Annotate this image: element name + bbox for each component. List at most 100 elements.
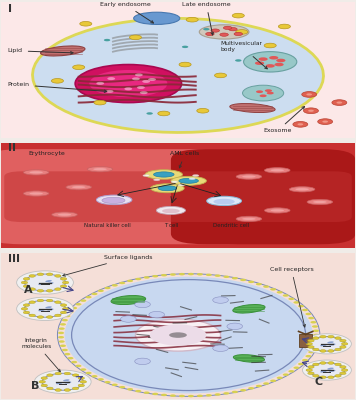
Circle shape bbox=[305, 313, 312, 315]
Circle shape bbox=[23, 278, 30, 280]
Circle shape bbox=[161, 394, 167, 396]
Circle shape bbox=[220, 33, 228, 36]
Ellipse shape bbox=[64, 277, 313, 394]
Circle shape bbox=[68, 311, 73, 313]
Circle shape bbox=[135, 358, 150, 364]
Circle shape bbox=[23, 311, 30, 314]
Circle shape bbox=[274, 63, 284, 66]
Circle shape bbox=[288, 370, 294, 372]
Circle shape bbox=[37, 316, 44, 318]
Circle shape bbox=[341, 342, 348, 345]
Circle shape bbox=[124, 87, 132, 90]
Ellipse shape bbox=[329, 344, 335, 346]
Circle shape bbox=[47, 387, 53, 390]
Ellipse shape bbox=[295, 188, 309, 190]
Ellipse shape bbox=[307, 199, 333, 205]
Text: Lipid: Lipid bbox=[8, 48, 73, 54]
Circle shape bbox=[318, 119, 333, 124]
Ellipse shape bbox=[153, 172, 174, 177]
Circle shape bbox=[232, 391, 238, 393]
Circle shape bbox=[235, 59, 241, 62]
Ellipse shape bbox=[289, 187, 315, 192]
Ellipse shape bbox=[135, 319, 221, 351]
Circle shape bbox=[306, 369, 313, 372]
Circle shape bbox=[197, 273, 203, 276]
Circle shape bbox=[270, 288, 276, 290]
Circle shape bbox=[197, 108, 209, 113]
Circle shape bbox=[277, 291, 283, 294]
Circle shape bbox=[256, 385, 262, 387]
Ellipse shape bbox=[171, 176, 206, 185]
Circle shape bbox=[61, 311, 67, 314]
FancyBboxPatch shape bbox=[171, 149, 355, 244]
Circle shape bbox=[267, 92, 274, 94]
Circle shape bbox=[178, 184, 185, 186]
Circle shape bbox=[171, 181, 178, 183]
Circle shape bbox=[39, 380, 45, 383]
Circle shape bbox=[121, 316, 136, 322]
Circle shape bbox=[46, 316, 53, 318]
Text: Erythrocyte: Erythrocyte bbox=[28, 152, 65, 156]
Circle shape bbox=[320, 336, 326, 338]
Ellipse shape bbox=[38, 283, 45, 285]
Circle shape bbox=[106, 90, 114, 93]
Circle shape bbox=[64, 315, 70, 317]
Circle shape bbox=[135, 301, 150, 308]
Circle shape bbox=[71, 361, 77, 363]
Circle shape bbox=[276, 59, 286, 62]
Circle shape bbox=[308, 317, 314, 319]
Circle shape bbox=[320, 362, 326, 364]
Circle shape bbox=[188, 395, 194, 397]
Circle shape bbox=[232, 13, 244, 18]
Circle shape bbox=[203, 28, 210, 30]
Ellipse shape bbox=[145, 170, 182, 179]
Text: II: II bbox=[8, 143, 16, 153]
Circle shape bbox=[149, 312, 164, 318]
Circle shape bbox=[135, 278, 141, 280]
Circle shape bbox=[29, 274, 35, 277]
Circle shape bbox=[55, 288, 61, 290]
Ellipse shape bbox=[89, 70, 167, 97]
Circle shape bbox=[61, 278, 67, 280]
Ellipse shape bbox=[87, 166, 113, 172]
Ellipse shape bbox=[63, 379, 69, 381]
Circle shape bbox=[303, 360, 351, 380]
Circle shape bbox=[158, 111, 170, 116]
Circle shape bbox=[293, 301, 299, 304]
Circle shape bbox=[91, 293, 98, 295]
Ellipse shape bbox=[169, 332, 187, 338]
Text: Multivesicular
body: Multivesicular body bbox=[221, 41, 267, 69]
Circle shape bbox=[232, 277, 238, 280]
Circle shape bbox=[227, 323, 242, 330]
Ellipse shape bbox=[233, 304, 265, 313]
Circle shape bbox=[313, 374, 319, 377]
Ellipse shape bbox=[242, 218, 256, 220]
Circle shape bbox=[62, 349, 68, 351]
Ellipse shape bbox=[158, 186, 177, 191]
Text: Cell receptors: Cell receptors bbox=[269, 267, 313, 327]
Circle shape bbox=[21, 308, 28, 310]
Ellipse shape bbox=[30, 192, 43, 195]
Circle shape bbox=[37, 273, 44, 276]
Circle shape bbox=[152, 275, 158, 278]
Circle shape bbox=[135, 74, 143, 76]
Circle shape bbox=[304, 108, 318, 114]
Ellipse shape bbox=[199, 25, 249, 39]
Ellipse shape bbox=[320, 344, 327, 346]
Text: I: I bbox=[8, 4, 12, 14]
Circle shape bbox=[193, 174, 199, 176]
Ellipse shape bbox=[179, 178, 198, 183]
Ellipse shape bbox=[47, 308, 54, 310]
Circle shape bbox=[215, 393, 221, 396]
Circle shape bbox=[308, 346, 314, 348]
Circle shape bbox=[288, 298, 294, 300]
Ellipse shape bbox=[23, 191, 49, 196]
Text: Integrin
molecules: Integrin molecules bbox=[21, 338, 60, 372]
Circle shape bbox=[189, 178, 195, 180]
Ellipse shape bbox=[23, 170, 49, 175]
Circle shape bbox=[80, 368, 86, 371]
Circle shape bbox=[206, 274, 212, 276]
Circle shape bbox=[37, 299, 44, 302]
Ellipse shape bbox=[320, 370, 327, 373]
Circle shape bbox=[206, 394, 212, 396]
